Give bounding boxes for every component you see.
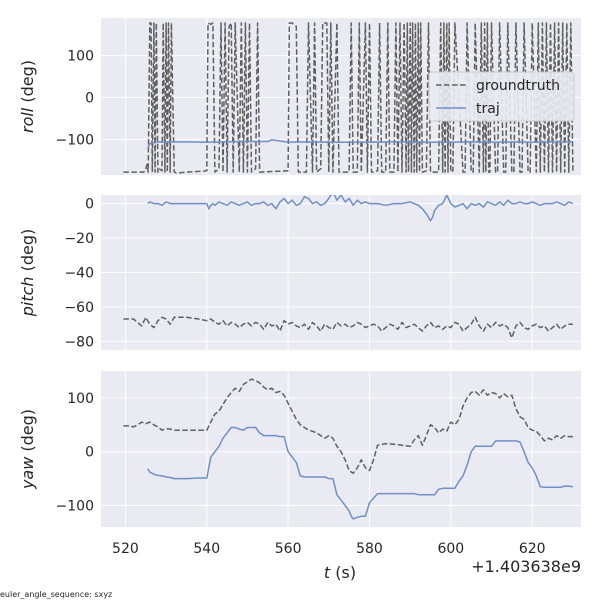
subplot-yaw: 100 0 −100 yaw (deg)	[18, 371, 581, 527]
y-tick-label-pitch: −80	[64, 334, 94, 350]
x-offset-text: +1.403638e9	[471, 557, 581, 576]
x-axis-unit: (s)	[330, 563, 356, 582]
series-traj-pitch	[147, 195, 574, 222]
x-tick-label: 580	[356, 541, 383, 557]
x-tick-label: 520	[112, 541, 139, 557]
y-axis-label-roll: roll (deg)	[18, 60, 37, 133]
series-groundtruth-yaw	[123, 378, 573, 474]
y-axis-variable: pitch	[18, 276, 37, 317]
y-axis-variable: yaw	[18, 456, 37, 490]
x-tick-label: 620	[519, 541, 546, 557]
y-axis-label-pitch: pitch (deg)	[18, 229, 37, 318]
y-axis-unit: (deg)	[18, 60, 37, 108]
y-tick-label-roll: 100	[67, 49, 94, 65]
legend-label-groundtruth: groundtruth	[476, 78, 560, 94]
y-tick-label-yaw: 0	[85, 445, 94, 461]
y-axis-variable: roll	[18, 107, 37, 133]
y-tick-label-pitch: −20	[64, 231, 94, 247]
x-tick-label: 600	[437, 541, 464, 557]
series-groundtruth-pitch	[123, 316, 573, 339]
y-tick-label-pitch: 0	[85, 197, 94, 213]
y-axis-unit: (deg)	[18, 409, 37, 457]
x-tick-label: 540	[193, 541, 220, 557]
legend: groundtruth traj	[428, 71, 575, 122]
y-tick-label-roll: 0	[85, 91, 94, 107]
series-traj-yaw	[147, 426, 574, 520]
y-axis-label-yaw: yaw (deg)	[18, 409, 37, 490]
plot-area-yaw	[101, 371, 581, 527]
x-axis-label: t (s)	[324, 563, 356, 582]
legend-label-traj: traj	[476, 101, 500, 117]
y-tick-label-roll: −100	[56, 132, 94, 148]
y-tick-label-pitch: −40	[64, 266, 94, 282]
x-axis-variable: t	[324, 563, 331, 582]
y-tick-label-yaw: −100	[56, 498, 94, 514]
x-axis: 520 540 560 580 600 620	[112, 541, 546, 557]
subplot-pitch: 0 −20 −40 −60 −80 pitch (deg)	[18, 195, 581, 350]
y-tick-label-pitch: −60	[64, 300, 94, 316]
y-tick-label-yaw: 100	[67, 391, 94, 407]
y-axis-unit: (deg)	[18, 229, 37, 277]
series-traj-roll	[147, 139, 573, 149]
x-tick-label: 560	[275, 541, 302, 557]
footnote: euler_angle_sequence: sxyz	[0, 590, 112, 599]
